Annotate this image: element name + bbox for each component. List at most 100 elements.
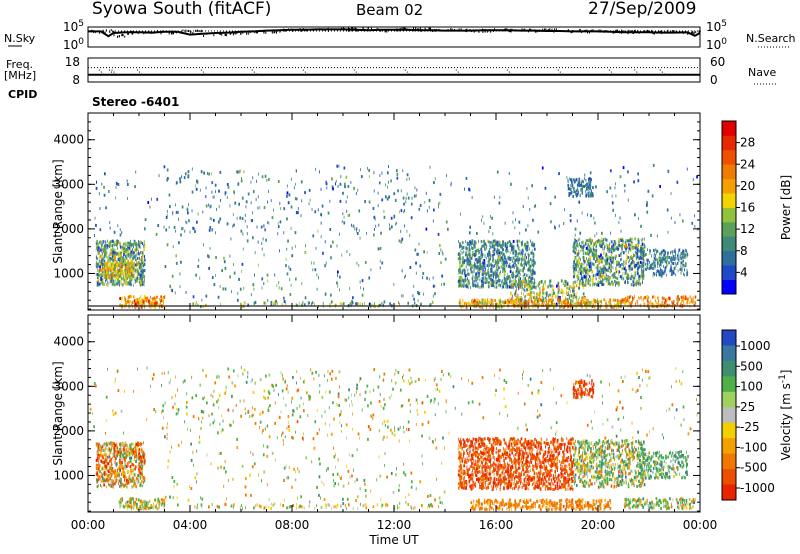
power-cell xyxy=(143,258,146,262)
power-cell xyxy=(581,265,583,269)
power-cell xyxy=(521,261,523,264)
power-cell xyxy=(114,270,117,274)
power-cell xyxy=(581,270,583,274)
power-cell xyxy=(197,180,199,184)
power-cell xyxy=(96,261,97,265)
power-cell xyxy=(211,190,213,194)
power-cell xyxy=(97,251,100,255)
power-cell xyxy=(516,256,519,260)
power-cell xyxy=(478,300,480,304)
power-cell xyxy=(543,300,545,304)
power-cell xyxy=(132,275,135,279)
power-cell xyxy=(489,305,491,309)
power-cell xyxy=(169,284,171,288)
power-cell xyxy=(629,296,630,300)
power-cell xyxy=(572,245,575,249)
power-cell xyxy=(654,273,656,277)
power-cell xyxy=(341,219,343,223)
power-cell xyxy=(574,240,576,244)
power-cell xyxy=(666,258,668,262)
power-cell xyxy=(625,244,627,248)
power-cell xyxy=(501,265,503,269)
power-cell xyxy=(515,218,516,222)
noise-sample xyxy=(288,28,289,31)
power-cell xyxy=(488,251,490,254)
power-cell xyxy=(523,256,526,260)
power-cell xyxy=(111,244,114,248)
power-cell xyxy=(478,302,481,306)
power-cell xyxy=(603,249,605,253)
noise-sample xyxy=(327,27,329,30)
power-cell xyxy=(642,255,645,259)
power-cell xyxy=(238,202,240,206)
power-cell xyxy=(514,253,516,257)
power-cell xyxy=(557,298,559,302)
power-cell xyxy=(98,259,100,263)
power-cell xyxy=(396,221,398,225)
noise-sample xyxy=(671,30,673,33)
power-cell xyxy=(552,306,555,310)
power-cell xyxy=(432,294,434,298)
power-cell xyxy=(396,172,399,176)
power-cell xyxy=(643,251,644,255)
power-cell xyxy=(143,244,145,248)
power-cell xyxy=(648,295,650,299)
nave-dip-marker xyxy=(200,69,202,71)
power-cell xyxy=(608,266,610,270)
power-cell xyxy=(386,197,389,201)
power-cell xyxy=(484,298,486,302)
power-cell xyxy=(624,241,627,245)
power-cell xyxy=(515,286,517,289)
noise-sample xyxy=(606,30,608,33)
noise-sample xyxy=(656,31,658,34)
power-cell xyxy=(610,305,613,309)
power-cell xyxy=(470,256,473,260)
power-cell xyxy=(276,284,278,288)
power-cell xyxy=(406,229,408,233)
power-cell xyxy=(139,240,142,244)
power-cell xyxy=(567,180,569,184)
power-cell xyxy=(671,261,673,265)
power-cell xyxy=(179,177,181,181)
power-cell xyxy=(627,198,629,202)
power-cell xyxy=(502,279,504,283)
power-cell xyxy=(627,302,629,306)
power-cell xyxy=(583,281,585,285)
power-cell xyxy=(604,244,606,248)
power-cell xyxy=(516,266,518,269)
power-cell xyxy=(578,276,580,280)
power-cell xyxy=(445,220,448,224)
noise-sample xyxy=(438,28,440,31)
noise-sample xyxy=(486,30,488,33)
power-cell xyxy=(534,298,536,302)
power-cell xyxy=(655,272,657,276)
noise-sample xyxy=(180,31,182,34)
power-cell xyxy=(521,263,523,267)
power-cell xyxy=(580,282,582,286)
power-cell xyxy=(134,268,136,272)
power-cell xyxy=(681,261,683,265)
power-cell xyxy=(572,194,575,198)
power-cell xyxy=(636,246,638,250)
power-cell xyxy=(610,240,613,244)
noise-sample xyxy=(357,29,358,32)
power-cell xyxy=(624,297,627,301)
power-cell xyxy=(688,301,690,305)
noise-sample xyxy=(682,31,684,34)
power-cell xyxy=(460,212,461,216)
power-cell xyxy=(520,252,521,256)
power-cell xyxy=(588,187,590,191)
power-cell xyxy=(531,260,533,264)
power-cell xyxy=(612,298,615,302)
noise-sample xyxy=(536,30,538,33)
power-cell xyxy=(134,185,136,189)
power-cell xyxy=(569,214,572,217)
power-cell xyxy=(518,300,521,304)
noise-sample xyxy=(465,28,467,31)
power-cell xyxy=(668,303,670,307)
power-cell xyxy=(633,260,635,264)
power-cell xyxy=(133,264,135,268)
power-cell xyxy=(515,262,517,266)
power-cell xyxy=(584,242,587,246)
power-cell xyxy=(595,299,597,303)
